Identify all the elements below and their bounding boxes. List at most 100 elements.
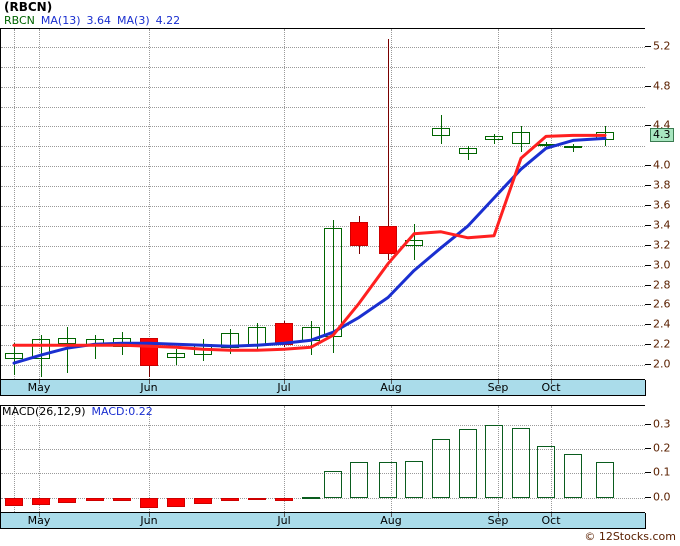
macd-chart-panel[interactable] [0,405,646,513]
candlestick[interactable] [5,353,23,360]
macd-gridline [1,473,645,475]
candlestick[interactable] [485,136,503,141]
price-gridline [1,325,645,327]
price-chart-panel[interactable] [0,28,646,380]
legend-ma3-value: 4.22 [155,14,181,27]
candlestick[interactable] [58,338,76,345]
macd-histogram-bar[interactable] [379,461,397,498]
candle-wick [414,223,415,260]
candlestick[interactable] [432,128,450,137]
vertical-gridline [551,406,552,512]
macd-histogram-bar[interactable] [459,429,477,498]
candlestick[interactable] [459,148,477,155]
macd-histogram-bar[interactable] [350,461,368,498]
price-axis-tick [645,264,651,266]
price-axis-label: 2.0 [653,357,671,371]
price-gridline [1,205,645,207]
price-gridline [1,225,645,227]
macd-month-label: Jul [277,514,291,527]
price-axis-tick [645,204,651,206]
candlestick[interactable] [32,339,50,360]
candlestick[interactable] [512,132,530,145]
macd-month-label: Jun [140,514,158,527]
macd-histogram-bar[interactable] [221,497,239,501]
vertical-gridline [149,406,150,512]
price-axis-tick [645,284,651,286]
macd-histogram-bar[interactable] [564,454,582,498]
macd-histogram-bar[interactable] [596,461,614,498]
vertical-gridline [284,29,285,379]
macd-x-axis: May Jun Jul Aug Sep Oct [0,513,646,529]
price-gridline [1,186,645,188]
macd-month-label: May [27,514,51,527]
candlestick[interactable] [379,225,397,254]
price-axis-label: 2.8 [653,278,671,292]
price-axis-tick [645,224,651,226]
macd-histogram-bar[interactable] [324,470,342,498]
price-axis-tick [645,364,651,366]
price-axis-label: 4.8 [653,79,671,93]
price-gridline [1,126,645,128]
ma-line [12,133,607,352]
macd-histogram-bar[interactable] [32,497,50,505]
candle-wick [230,329,231,355]
macd-axis-tick [645,472,651,474]
macd-histogram-bar[interactable] [86,497,104,502]
candle-wick [14,343,15,376]
macd-histogram-bar[interactable] [405,460,423,498]
price-axis-tick [645,324,651,326]
price-y-axis: 5.2 4.8 4.4 4.0 3.8 3.6 3.4 3.2 3.0 2.8 2.6 2.4 2.2 2… [645,28,680,380]
macd-histogram-bar[interactable] [5,497,23,506]
candle-wick [95,335,96,360]
month-tick [149,380,150,384]
price-gridline [1,166,645,168]
price-gridline-minor [1,106,645,108]
macd-histogram-bar[interactable] [512,428,530,498]
macd-gridline [1,449,645,451]
candle-wick [176,349,177,366]
price-axis-label: 3.6 [653,198,671,212]
macd-histogram-bar[interactable] [140,497,158,508]
legend-ma13-value: 3.64 [86,14,112,27]
macd-histogram-bar[interactable] [167,497,185,507]
macd-histogram-bar[interactable] [432,438,450,498]
price-gridline [1,46,645,48]
price-axis-label: 4.0 [653,158,671,172]
price-legend: RBCN MA(13) 3.64 MA(3) 4.22 [0,15,680,27]
price-gridline [1,365,645,367]
last-price-badge: 4.3 [650,128,674,143]
price-axis-label: 3.8 [653,178,671,192]
macd-histogram-bar[interactable] [537,445,555,498]
candle-wick [521,126,522,153]
month-tick [498,513,499,517]
vertical-gridline [391,406,392,512]
price-month-label: Jun [140,381,158,394]
macd-histogram-bar[interactable] [275,497,293,501]
price-month-label: Oct [541,381,561,394]
legend-ma3-label: MA(3) [117,14,150,27]
vertical-gridline [284,406,285,512]
candlestick[interactable] [564,146,582,149]
month-tick [391,380,392,384]
macd-histogram-bar[interactable] [113,497,131,502]
candlestick[interactable] [350,221,368,246]
candle-wick [311,321,312,356]
vertical-gridline [14,29,15,379]
candle-wick [257,323,258,350]
price-month-label: Aug [380,381,402,394]
price-month-label: May [27,381,51,394]
page-title: (RBCN) [4,0,53,14]
macd-histogram-bar[interactable] [58,497,76,503]
macd-month-label: Oct [541,514,561,527]
candle-wick [67,327,68,374]
macd-plot-area [1,406,645,512]
price-axis-label: 3.0 [653,258,671,272]
macd-histogram-bar[interactable] [194,497,212,505]
macd-histogram-bar[interactable] [248,497,266,500]
macd-histogram-bar[interactable] [302,496,320,499]
price-axis-label: 2.4 [653,317,671,331]
macd-histogram-bar[interactable] [485,425,503,498]
macd-params-label: MACD(26,12,9) [2,405,86,418]
candlestick[interactable] [167,353,185,359]
price-axis-label: 2.2 [653,337,671,351]
